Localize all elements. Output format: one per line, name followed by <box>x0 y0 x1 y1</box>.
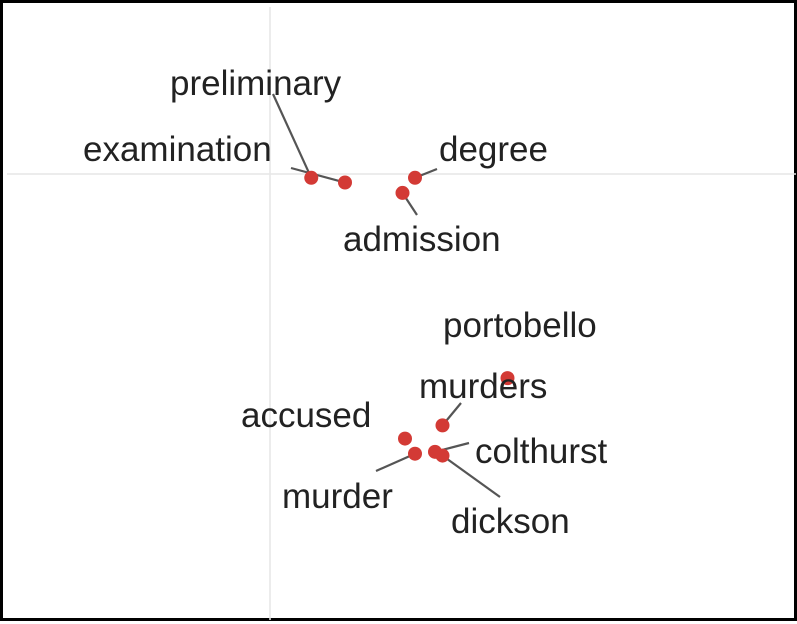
point-murders <box>435 418 450 433</box>
leader-line-murder <box>375 452 416 473</box>
point-label-dickson: dickson <box>451 502 570 541</box>
point-label-degree: degree <box>439 130 548 169</box>
point-label-murder: murder <box>282 477 393 516</box>
leader-line-preliminary <box>271 93 313 179</box>
point-label-portobello: portobello <box>443 306 597 345</box>
point-label-colthurst: colthurst <box>475 432 608 471</box>
point-dickson <box>435 448 450 463</box>
point-label-preliminary: preliminary <box>170 64 342 103</box>
point-label-examination: examination <box>83 130 272 169</box>
point-examination <box>338 175 352 190</box>
leader-line-dickson <box>441 454 501 498</box>
scatter-plot: preliminary examination degree admission por… <box>7 7 796 620</box>
point-label-murders: murders <box>419 367 547 406</box>
point-admission <box>395 185 410 200</box>
leader-line-examination <box>290 166 346 184</box>
point-degree <box>408 170 422 185</box>
point-accused <box>398 431 412 446</box>
point-preliminary <box>304 170 319 185</box>
point-label-admission: admission <box>343 220 501 259</box>
point-label-accused: accused <box>241 396 371 435</box>
point-murder <box>408 446 422 461</box>
point-portobello <box>500 371 515 386</box>
